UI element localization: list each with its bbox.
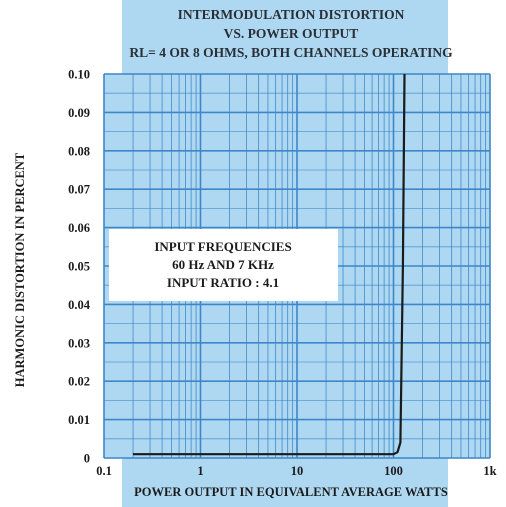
annotation-text: INPUT FREQUENCIES 60 Hz AND 7 KHz INPUT RA… [154, 239, 291, 290]
annotation-line: 60 Hz AND 7 KHz [172, 257, 274, 272]
y-axis-title: HARMONIC DISTORTION IN PERCENT [13, 152, 27, 387]
annotation-box [109, 229, 338, 301]
y-tick-label: 0.10 [68, 68, 90, 82]
chart-title: INTERMODULATION DISTORTION VS. POWER OUTP… [129, 7, 453, 60]
x-tick-labels: 0.1 1 10 100 1k [96, 464, 496, 478]
x-axis-title: POWER OUTPUT IN EQUIVALENT AVERAGE WATTS [134, 485, 448, 499]
y-tick-label: 0.04 [68, 298, 91, 312]
y-tick-label: 0.05 [68, 260, 90, 274]
y-tick-label: 0 [84, 452, 90, 466]
y-tick-label: 0.07 [68, 183, 90, 197]
y-tick-label: 0.03 [68, 336, 90, 350]
y-tick-label: 0.06 [68, 221, 90, 235]
chart-title-line: VS. POWER OUTPUT [224, 26, 359, 41]
x-tick-label: 100 [384, 464, 403, 478]
x-tick-label: 1 [197, 464, 203, 478]
y-tick-label: 0.09 [68, 106, 90, 120]
y-tick-label: 0.01 [68, 413, 90, 427]
chart-title-line: RL= 4 OR 8 OHMS, BOTH CHANNELS OPERATING [129, 45, 453, 60]
y-tick-labels: 0 0.01 0.02 0.03 0.04 0.05 0.06 0.07 0.08 0.09 0.1… [68, 68, 91, 466]
chart-title-line: INTERMODULATION DISTORTION [178, 7, 405, 22]
x-tick-label: 0.1 [96, 464, 112, 478]
annotation-line: INPUT RATIO : 4.1 [167, 275, 279, 290]
y-tick-label: 0.08 [68, 144, 90, 158]
x-tick-label: 10 [291, 464, 304, 478]
x-tick-label: 1k [483, 464, 496, 478]
y-tick-label: 0.02 [68, 375, 90, 389]
distortion-curve [133, 73, 406, 456]
annotation-line: INPUT FREQUENCIES [154, 239, 291, 254]
